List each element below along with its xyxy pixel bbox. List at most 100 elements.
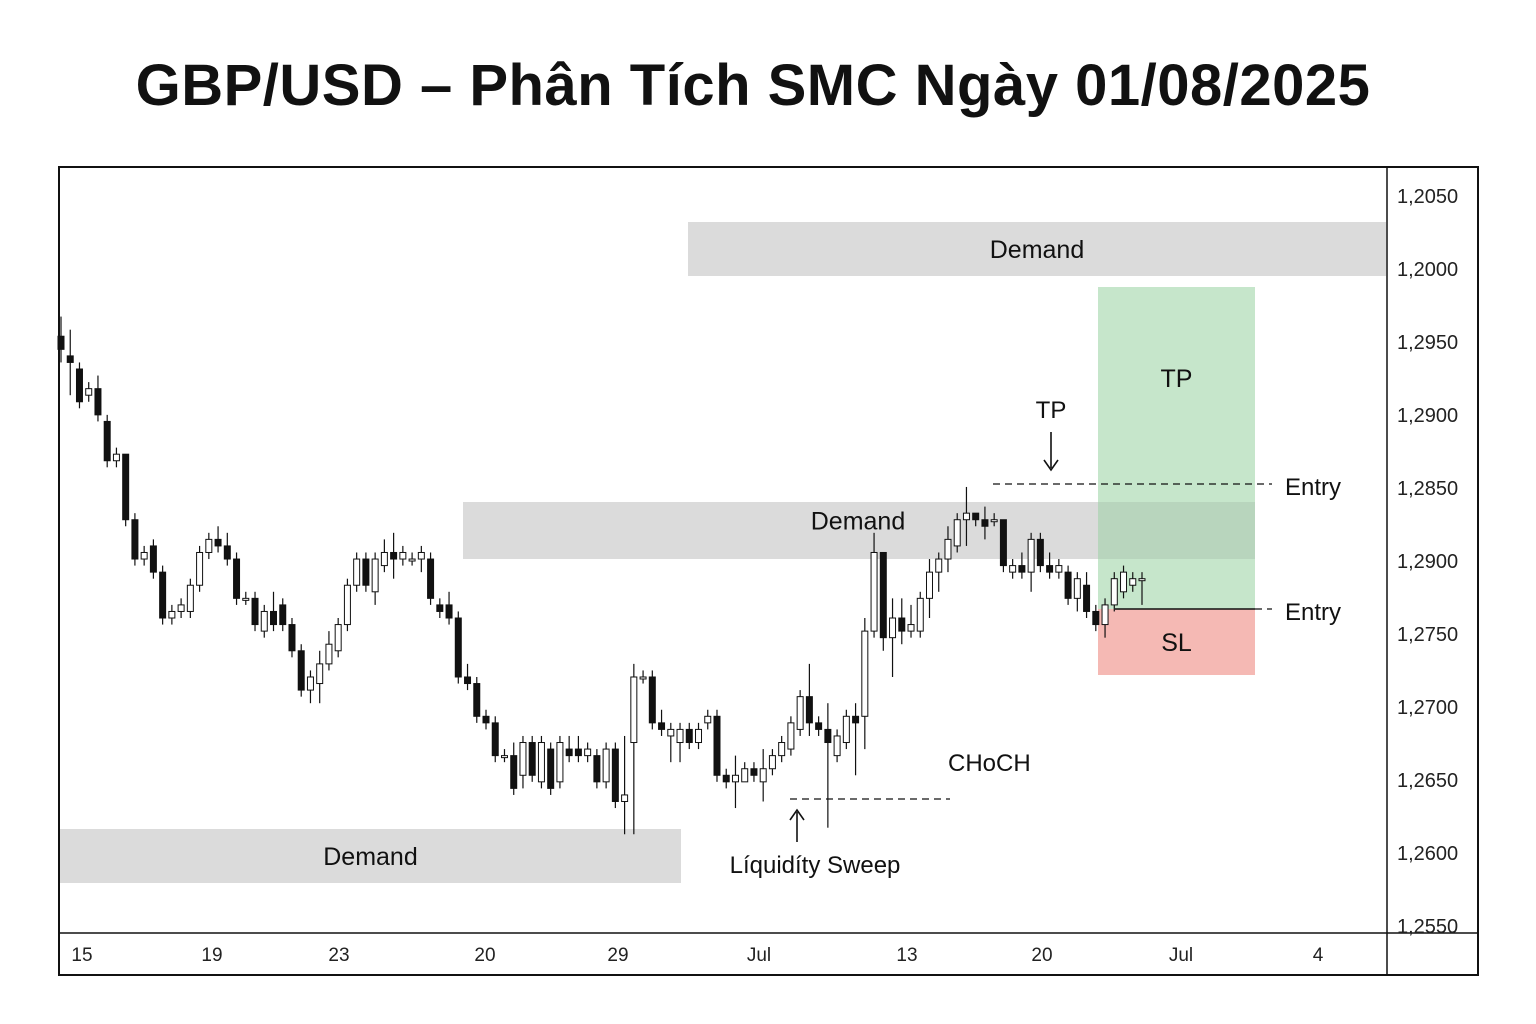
bearish-candle [75, 368, 83, 403]
bullish-candle [537, 742, 545, 783]
bearish-candle [159, 571, 167, 619]
bullish-candle [1009, 565, 1017, 573]
bullish-candle [778, 742, 786, 757]
bullish-candle [990, 519, 998, 523]
bearish-candle [547, 748, 555, 789]
y-tick-label: 1,2900 [1397, 551, 1458, 573]
bearish-candle [750, 768, 758, 776]
bearish-candle [279, 604, 287, 626]
bearish-candle [251, 597, 259, 626]
y-tick-label: 1,2000 [1397, 259, 1458, 281]
chart-title: GBP/USD – Phân Tích SMC Ngày 01/08/2025 [135, 53, 1371, 118]
bearish-candle [297, 650, 305, 691]
bearish-candle [574, 748, 582, 757]
x-tick-label: 29 [607, 945, 628, 966]
bearish-candle [879, 551, 887, 639]
tp-arrow-head [1043, 459, 1059, 472]
bearish-candle [658, 722, 666, 730]
bullish-candle [1138, 578, 1146, 582]
bullish-candle [842, 715, 850, 744]
annotation-label: Entry [1285, 599, 1341, 626]
bullish-candle [1055, 565, 1063, 573]
bullish-candle [325, 643, 333, 665]
bullish-candle [833, 735, 841, 757]
bearish-candle [685, 728, 693, 744]
bearish-candle [815, 722, 823, 730]
bullish-candle [334, 624, 342, 652]
bullish-candle [944, 538, 952, 560]
bullish-candle [584, 748, 592, 757]
bullish-candle [731, 774, 739, 783]
demand-zone-label: Demand [811, 508, 906, 536]
bullish-candle [399, 551, 407, 560]
bullish-candle [519, 742, 527, 776]
annotation-label: CHoCH [948, 750, 1031, 777]
bullish-candle [630, 676, 638, 744]
bullish-candle [602, 748, 610, 783]
bearish-candle [565, 748, 573, 757]
bullish-candle [380, 551, 388, 567]
bearish-candle [593, 755, 601, 783]
zone-overlap [1098, 502, 1255, 559]
y-tick-label: 1,2750 [1397, 624, 1458, 646]
y-tick-label: 1,2700 [1397, 697, 1458, 719]
x-tick-label: 15 [71, 945, 92, 966]
bearish-candle [722, 774, 730, 783]
bullish-candle [417, 551, 425, 560]
bullish-candle [962, 512, 970, 521]
bullish-candle [556, 742, 564, 783]
bearish-candle [805, 696, 813, 724]
chart-frame [58, 166, 1479, 976]
bullish-candle [695, 728, 703, 744]
bullish-candle [205, 538, 213, 553]
bullish-candle [371, 558, 379, 593]
bearish-candle [898, 617, 906, 632]
bullish-candle [704, 715, 712, 724]
bullish-candle [639, 676, 647, 680]
bearish-candle [149, 545, 157, 573]
bullish-candle [925, 571, 933, 599]
bullish-candle [260, 610, 268, 632]
bearish-candle [713, 715, 721, 776]
demand-zone [688, 222, 1386, 276]
annotation-label: Entry [1285, 474, 1341, 501]
demand-zone-label: Demand [323, 843, 418, 871]
bearish-candle [1036, 538, 1044, 567]
bullish-candle [306, 676, 314, 691]
bullish-candle [1101, 604, 1109, 626]
bullish-candle [935, 558, 943, 573]
sl-zone [1098, 609, 1255, 675]
bullish-candle [242, 597, 250, 601]
bearish-candle [1064, 571, 1072, 599]
bullish-candle [1110, 578, 1118, 606]
bullish-candle [870, 551, 878, 632]
bullish-candle [741, 768, 749, 783]
bearish-candle [427, 558, 435, 599]
candles-layer [57, 316, 1146, 835]
bullish-candle [667, 728, 675, 737]
bullish-candle [140, 551, 148, 560]
bearish-candle [214, 538, 222, 547]
y-tick-label: 1,2050 [1397, 186, 1458, 208]
x-tick-label: 19 [201, 945, 222, 966]
bearish-candle [981, 519, 989, 527]
bearish-candle [436, 604, 444, 612]
annotation-layer: TP Entry Entry CHoCH Líquidíty Sweep [730, 397, 1341, 879]
bearish-candle [491, 722, 499, 757]
bearish-candle [288, 624, 296, 652]
bearish-candle [445, 604, 453, 619]
bearish-candle [972, 512, 980, 521]
bearish-candle [131, 519, 139, 560]
bullish-candle [796, 696, 804, 730]
bullish-candle [316, 663, 324, 685]
bullish-candle [85, 388, 93, 396]
bearish-candle [94, 388, 102, 416]
bullish-candle [676, 728, 684, 744]
y-tick-label: 1,2900 [1397, 405, 1458, 427]
bullish-candle [353, 558, 361, 586]
bearish-candle [1018, 565, 1026, 573]
bullish-candle [953, 519, 961, 547]
bullish-candle [787, 722, 795, 750]
bearish-candle [362, 558, 370, 586]
